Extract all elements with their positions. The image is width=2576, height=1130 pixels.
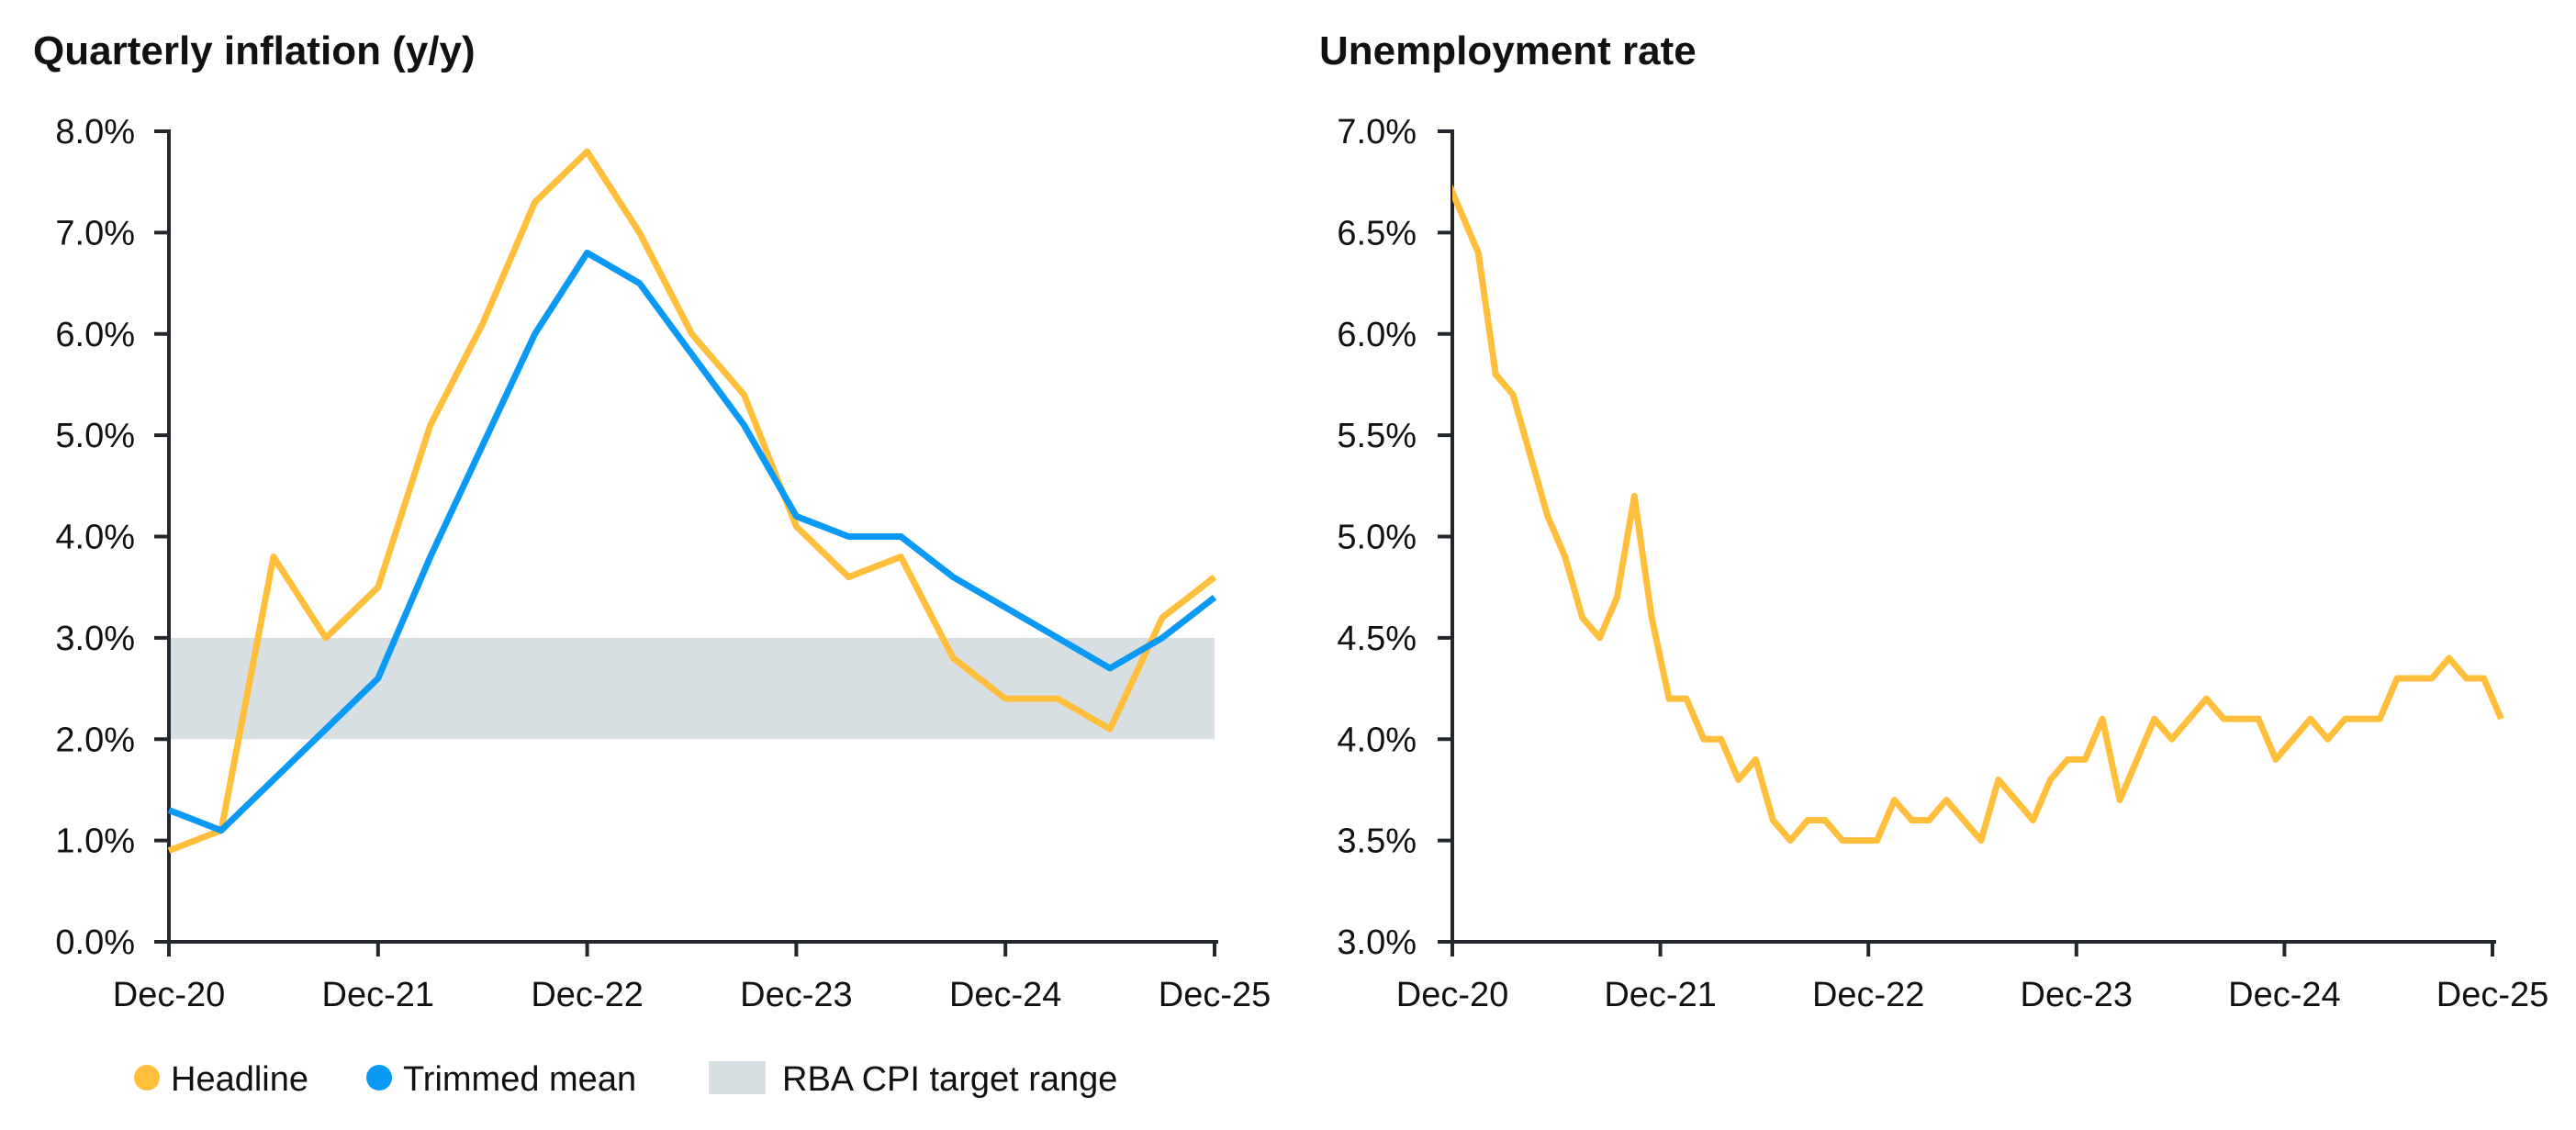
y-tick-label: 7.0% — [1337, 113, 1417, 151]
headline-line — [167, 148, 1217, 854]
legend-target-range-label: RBA CPI target range — [782, 1060, 1117, 1099]
inflation-legend: Headline Trimmed mean RBA CPI target ran… — [134, 1060, 1117, 1099]
unemployment-chart-title: Unemployment rate — [1319, 28, 1697, 73]
legend-target-range-swatch — [709, 1061, 766, 1094]
y-tick-label: 1.0% — [55, 822, 135, 861]
y-tick-label: 4.5% — [1337, 620, 1417, 658]
y-tick-label: 4.0% — [55, 519, 135, 557]
legend-headline-label: Headline — [171, 1060, 308, 1099]
y-tick-label: 5.0% — [55, 417, 135, 455]
y-tick-label: 6.0% — [55, 316, 135, 354]
y-tick-label: 6.5% — [1337, 214, 1417, 252]
y-tick-label: 7.0% — [55, 214, 135, 252]
legend-trimmed-mean-label: Trimmed mean — [403, 1060, 636, 1099]
x-tick-label: Dec-20 — [1396, 976, 1509, 1014]
y-tick-label: 3.5% — [1337, 822, 1417, 861]
y-tick-label: 5.0% — [1337, 519, 1417, 557]
legend-trimmed-mean-swatch — [366, 1065, 392, 1091]
legend-headline-swatch — [134, 1065, 160, 1091]
y-tick-label: 6.0% — [1337, 316, 1417, 354]
x-tick-label: Dec-24 — [2228, 976, 2341, 1014]
y-tick-label: 5.5% — [1337, 417, 1417, 455]
unemployment-chart: 3.0% 3.5% 4.0% 4.5% 5.0% 5.5% 6.0% 6.5% 7.0% Dec-… — [1337, 113, 2548, 1014]
y-tick-label: 3.0% — [55, 620, 135, 658]
y-tick-label: 4.0% — [1337, 721, 1417, 759]
x-tick-label: Dec-21 — [322, 976, 435, 1014]
trimmed-mean-line — [167, 249, 1217, 834]
y-tick-label: 0.0% — [55, 923, 135, 962]
inflation-chart: 0.0% 1.0% 2.0% 3.0% 4.0% 5.0% 6.0% 7.0% 8.0% Dec-… — [55, 113, 1271, 1014]
x-tick-label: Dec-21 — [1604, 976, 1717, 1014]
x-tick-label: Dec-20 — [113, 976, 226, 1014]
x-tick-label: Dec-25 — [1159, 976, 1271, 1014]
target-range-band — [169, 637, 1215, 740]
inflation-chart-title: Quarterly inflation (y/y) — [33, 28, 476, 73]
x-tick-label: Dec-23 — [2021, 976, 2134, 1014]
x-tick-label: Dec-22 — [531, 976, 644, 1014]
unemployment-line — [1452, 184, 2504, 845]
y-tick-label: 3.0% — [1337, 923, 1417, 962]
y-tick-label: 2.0% — [55, 721, 135, 759]
x-tick-label: Dec-25 — [2436, 976, 2549, 1014]
x-tick-label: Dec-24 — [949, 976, 1062, 1014]
y-tick-label: 8.0% — [55, 113, 135, 151]
x-tick-label: Dec-23 — [740, 976, 853, 1014]
x-tick-label: Dec-22 — [1812, 976, 1925, 1014]
